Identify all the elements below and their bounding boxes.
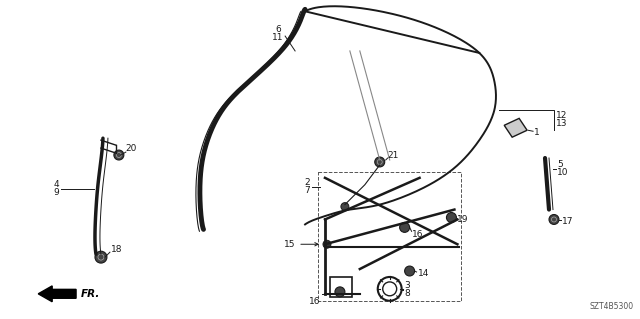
Text: 5: 5	[557, 160, 563, 169]
Text: 16: 16	[412, 230, 423, 239]
Text: 15: 15	[284, 240, 295, 249]
Text: 3: 3	[404, 281, 410, 290]
Circle shape	[341, 203, 349, 211]
Bar	[318, 172, 461, 301]
Polygon shape	[504, 118, 527, 137]
Text: 4: 4	[54, 180, 59, 189]
FancyArrow shape	[38, 286, 76, 302]
Circle shape	[95, 251, 107, 263]
Circle shape	[549, 214, 559, 225]
Text: FR.: FR.	[81, 289, 100, 299]
Text: 19: 19	[458, 215, 469, 224]
Circle shape	[335, 287, 345, 297]
Text: 11: 11	[273, 33, 284, 41]
Text: 8: 8	[404, 289, 410, 298]
Bar	[330, 277, 352, 297]
Text: 7: 7	[304, 186, 310, 195]
Text: 18: 18	[111, 245, 122, 254]
Text: 17: 17	[562, 217, 573, 226]
Text: 1: 1	[534, 128, 540, 137]
Circle shape	[447, 212, 456, 222]
Text: 6: 6	[275, 25, 281, 33]
Text: 21: 21	[388, 151, 399, 160]
Text: SZT4B5300: SZT4B5300	[589, 302, 634, 311]
Text: 16: 16	[308, 297, 320, 306]
Text: 14: 14	[417, 270, 429, 278]
Text: 20: 20	[126, 144, 137, 152]
Circle shape	[399, 222, 410, 232]
Circle shape	[404, 266, 415, 276]
Text: 10: 10	[557, 168, 568, 177]
Text: 2: 2	[305, 178, 310, 187]
Text: 12: 12	[556, 111, 567, 120]
Text: 13: 13	[556, 119, 568, 128]
Circle shape	[114, 150, 124, 160]
Text: 9: 9	[53, 188, 59, 197]
Circle shape	[375, 157, 385, 167]
Circle shape	[323, 240, 331, 248]
